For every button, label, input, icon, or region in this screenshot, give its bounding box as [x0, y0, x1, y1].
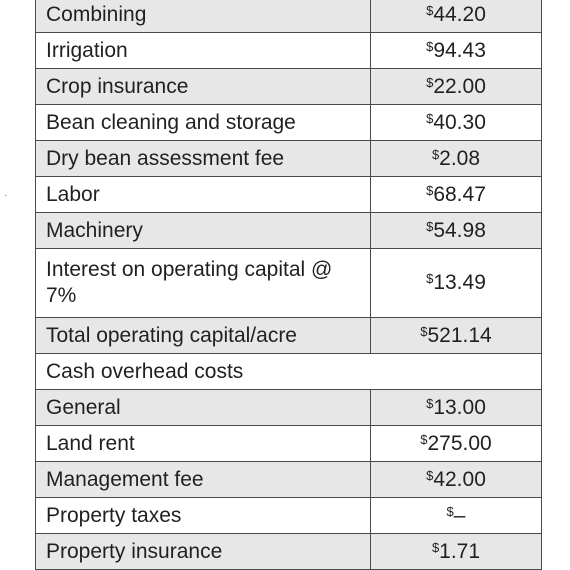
cost-item-value: $2.08	[370, 140, 542, 177]
currency-symbol: $	[431, 539, 440, 555]
cost-amount: 40.30	[433, 110, 486, 134]
stray-mark: ·	[4, 190, 8, 201]
table-row: Property taxes $–	[35, 497, 542, 534]
cost-item-value: $13.49	[370, 248, 542, 318]
cost-item-label: Labor	[35, 176, 371, 213]
cost-amount: 1.71	[439, 539, 481, 563]
cost-table-body: Combining $44.20 Irrigation $94.43 Crop insu…	[35, 0, 542, 570]
cost-item-label: Management fee	[35, 461, 371, 498]
cost-item-label: Combining	[35, 0, 371, 33]
table-row: Combining $44.20	[35, 0, 542, 33]
currency-symbol: $	[420, 431, 428, 447]
cost-amount: 94.43	[433, 38, 486, 62]
currency-symbol: $	[426, 218, 434, 234]
cost-item-value: $521.14	[370, 317, 542, 354]
currency-symbol: $	[426, 271, 434, 286]
cost-item-value: $94.43	[370, 32, 542, 69]
cost-item-label: Crop insurance	[35, 68, 371, 105]
cost-item-label: General	[35, 389, 371, 426]
table-row: Interest on operating capital @ 7% $13.49	[35, 248, 542, 318]
cost-amount: 42.00	[433, 467, 486, 491]
cost-item-label: Irrigation	[35, 32, 371, 69]
cost-amount: 44.20	[433, 2, 486, 26]
cost-item-label: Machinery	[35, 212, 371, 249]
currency-symbol: $	[431, 146, 440, 162]
cost-item-value: $42.00	[370, 461, 542, 498]
section-header-row: Cash overhead costs	[35, 353, 542, 390]
cost-item-value: $44.20	[370, 0, 542, 33]
cost-amount: 13.00	[433, 395, 486, 419]
currency-symbol: $	[426, 467, 434, 483]
cost-item-value: $13.00	[370, 389, 542, 426]
table-row: Machinery $54.98	[35, 212, 542, 249]
currency-symbol: $	[446, 503, 454, 519]
cost-amount: 54.98	[433, 218, 486, 242]
currency-symbol: $	[426, 395, 434, 411]
table-row: Crop insurance $22.00	[35, 68, 542, 105]
cost-item-label: Land rent	[35, 425, 371, 462]
table-row: Bean cleaning and storage $40.30	[35, 104, 542, 141]
table-row: General $13.00	[35, 389, 542, 426]
currency-symbol: $	[420, 323, 428, 339]
table-row: Dry bean assessment fee $2.08	[35, 140, 542, 177]
currency-symbol: $	[426, 38, 434, 54]
table-row: Irrigation $94.43	[35, 32, 542, 69]
cost-item-value: $68.47	[370, 176, 542, 213]
cost-item-value: $54.98	[370, 212, 542, 249]
table-row: Property insurance $1.71	[35, 533, 542, 570]
table-row: Total operating capital/acre $521.14	[35, 317, 542, 354]
cost-item-label: Interest on operating capital @ 7%	[35, 248, 371, 318]
cost-item-label: Bean cleaning and storage	[35, 104, 371, 141]
cost-item-value: $1.71	[370, 533, 542, 570]
cost-amount: 521.14	[427, 323, 492, 347]
currency-symbol: $	[426, 110, 434, 126]
cost-table: Combining $44.20 Irrigation $94.43 Crop insu…	[35, 0, 542, 570]
cost-item-value: $40.30	[370, 104, 542, 141]
currency-symbol: $	[426, 182, 434, 198]
cost-item-value: $22.00	[370, 68, 542, 105]
currency-symbol: $	[426, 2, 434, 18]
cost-item-label: Total operating capital/acre	[35, 317, 371, 354]
cost-amount: 22.00	[433, 74, 486, 98]
table-row: Land rent $275.00	[35, 425, 542, 462]
cost-amount: –	[453, 503, 466, 527]
cost-item-label: Property taxes	[35, 497, 371, 534]
cost-amount: 2.08	[439, 146, 481, 170]
table-row: Labor $68.47	[35, 176, 542, 213]
cost-amount: 68.47	[433, 182, 486, 206]
cost-item-label: Property insurance	[35, 533, 371, 570]
cost-item-value: $275.00	[370, 425, 542, 462]
cost-item-label: Dry bean assessment fee	[35, 140, 371, 177]
cost-amount: 13.49	[433, 271, 486, 294]
cost-item-value: $–	[370, 497, 542, 534]
currency-symbol: $	[426, 74, 434, 90]
table-row: Management fee $42.00	[35, 461, 542, 498]
cost-amount: 275.00	[427, 431, 492, 455]
section-header-label: Cash overhead costs	[35, 353, 542, 390]
